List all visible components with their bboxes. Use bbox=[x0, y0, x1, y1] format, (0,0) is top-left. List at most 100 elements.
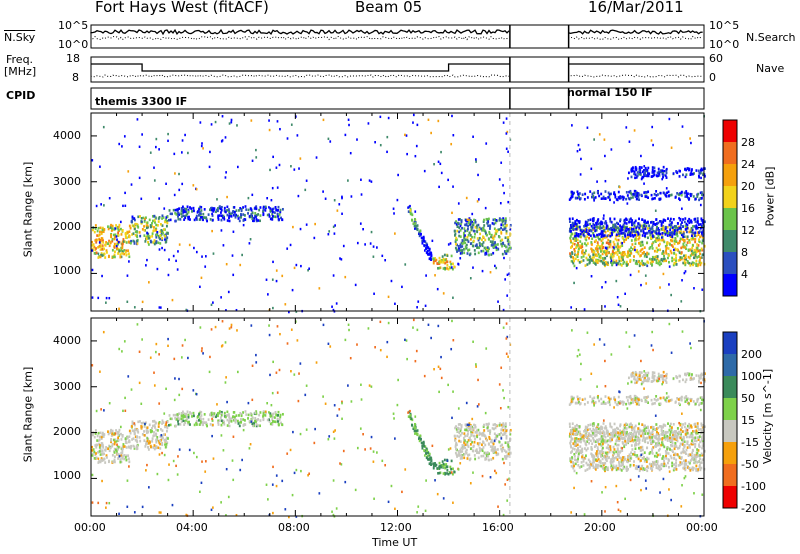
power-cell bbox=[201, 216, 204, 219]
power-cell bbox=[233, 213, 236, 216]
velocity-cell bbox=[687, 466, 690, 469]
velocity-cell bbox=[428, 454, 431, 457]
velocity-cell bbox=[245, 413, 248, 416]
velocity-cell bbox=[99, 444, 101, 447]
power-cell bbox=[491, 241, 494, 245]
velocity-cell bbox=[108, 449, 111, 453]
power-cell bbox=[586, 235, 589, 238]
velocity-cell bbox=[699, 461, 702, 465]
power-cell bbox=[495, 266, 498, 270]
power-cell bbox=[607, 238, 610, 242]
velocity-cell bbox=[95, 452, 97, 455]
power-cell bbox=[271, 215, 274, 218]
power-cell bbox=[696, 195, 699, 198]
power-cell bbox=[140, 222, 143, 225]
power-cell bbox=[227, 208, 230, 211]
power-cell bbox=[108, 239, 111, 243]
power-cell bbox=[614, 195, 617, 199]
velocity-cell bbox=[110, 428, 112, 432]
power-cell bbox=[255, 215, 257, 219]
power-cell bbox=[648, 226, 651, 230]
velocity-cell bbox=[691, 436, 694, 439]
velocity-cell bbox=[505, 434, 508, 438]
velocity-cell bbox=[574, 458, 576, 461]
velocity-cell bbox=[486, 452, 488, 456]
power-cell bbox=[269, 217, 272, 221]
velocity-cell bbox=[573, 444, 576, 447]
velocity-cell bbox=[675, 464, 677, 467]
power-cell bbox=[429, 252, 432, 256]
power-cell bbox=[631, 233, 634, 237]
power-cell bbox=[210, 303, 213, 307]
power-cell bbox=[195, 188, 198, 191]
power-cell bbox=[571, 242, 574, 245]
power-cell bbox=[689, 219, 692, 222]
velocity-cell bbox=[97, 439, 100, 443]
velocity-cell bbox=[226, 414, 229, 417]
power-cell bbox=[628, 226, 631, 230]
velocity-cell bbox=[580, 465, 583, 468]
velocity-cell bbox=[509, 451, 512, 455]
power-cell bbox=[581, 250, 583, 254]
power-cell bbox=[631, 169, 634, 173]
power-cell bbox=[617, 238, 620, 242]
power-cell bbox=[651, 228, 654, 231]
velocity-cell bbox=[467, 445, 470, 448]
power-cell bbox=[275, 279, 278, 283]
velocity-cell bbox=[274, 410, 277, 414]
power-cell bbox=[255, 156, 258, 159]
velocity-cell bbox=[609, 466, 612, 469]
velocity-cell bbox=[614, 428, 617, 431]
power-cell bbox=[655, 232, 658, 235]
velocity-cell bbox=[605, 459, 608, 463]
velocity-cell bbox=[164, 425, 166, 429]
velocity-cell bbox=[688, 426, 691, 430]
power-cell bbox=[701, 239, 704, 242]
power-cell bbox=[180, 212, 183, 216]
power-cell bbox=[360, 193, 363, 196]
power-cell bbox=[576, 225, 579, 229]
velocity-cell bbox=[117, 457, 120, 460]
power-cell bbox=[575, 234, 578, 237]
power-cell bbox=[675, 259, 677, 262]
power-cell bbox=[597, 243, 599, 247]
velocity-cell bbox=[249, 412, 252, 415]
velocity-cell bbox=[604, 454, 607, 458]
velocity-cell bbox=[698, 464, 701, 467]
power-cell bbox=[97, 252, 100, 255]
velocity-cell bbox=[143, 439, 146, 442]
power-cell bbox=[153, 242, 156, 246]
power-cell bbox=[239, 263, 242, 267]
velocity-cell bbox=[616, 467, 619, 470]
velocity-cell bbox=[642, 468, 644, 472]
power-cell bbox=[507, 150, 509, 153]
velocity-cell bbox=[680, 456, 683, 459]
power-cell bbox=[611, 253, 614, 256]
velocity-cell bbox=[662, 457, 665, 460]
velocity-cell bbox=[651, 452, 654, 455]
velocity-cell bbox=[242, 418, 245, 421]
power-cell bbox=[581, 193, 584, 196]
power-cell bbox=[158, 236, 161, 240]
velocity-cell bbox=[600, 450, 603, 453]
power-cell bbox=[272, 207, 275, 211]
power-cell bbox=[701, 219, 704, 222]
power-cell bbox=[191, 210, 193, 213]
power-cell bbox=[148, 218, 151, 222]
velocity-cell bbox=[496, 448, 499, 451]
velocity-cell bbox=[686, 440, 689, 444]
velocity-cell bbox=[183, 412, 186, 416]
velocity-cell bbox=[689, 459, 692, 462]
power-cell bbox=[487, 224, 490, 228]
power-cell bbox=[612, 254, 615, 258]
power-cell bbox=[646, 264, 649, 268]
velocity-cell bbox=[583, 435, 586, 438]
power-cell bbox=[103, 228, 106, 231]
velocity-cell bbox=[96, 443, 99, 447]
power-cell bbox=[609, 234, 612, 238]
power-cell bbox=[238, 219, 241, 223]
velocity-cell bbox=[626, 457, 629, 461]
power-cell bbox=[413, 224, 416, 228]
power-cell bbox=[167, 273, 170, 277]
